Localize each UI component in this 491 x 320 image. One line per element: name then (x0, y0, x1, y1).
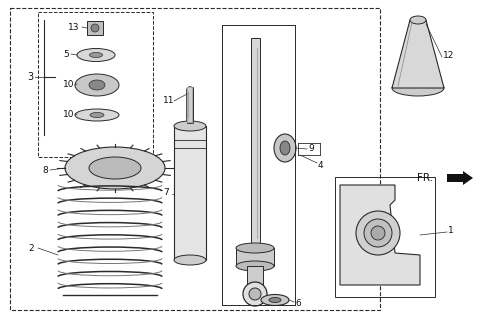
Text: 11: 11 (163, 95, 174, 105)
Text: 10: 10 (63, 79, 75, 89)
Text: 10: 10 (63, 109, 75, 118)
Ellipse shape (274, 134, 296, 162)
Ellipse shape (236, 261, 274, 271)
Text: 1: 1 (448, 226, 454, 235)
Polygon shape (392, 20, 444, 88)
Ellipse shape (261, 294, 289, 306)
Circle shape (91, 24, 99, 32)
Bar (174, 126, 206, 260)
Ellipse shape (75, 109, 119, 121)
Text: 3: 3 (27, 72, 33, 82)
Bar (335, 177, 435, 297)
Circle shape (249, 288, 261, 300)
Bar (10, 8, 380, 310)
Circle shape (371, 226, 385, 240)
Text: 13: 13 (68, 22, 80, 31)
Ellipse shape (89, 80, 105, 90)
Ellipse shape (89, 52, 103, 58)
Ellipse shape (392, 80, 444, 96)
Bar (236, 248, 274, 266)
Bar (251, 38, 260, 248)
Ellipse shape (77, 49, 115, 61)
Ellipse shape (174, 255, 206, 265)
FancyArrow shape (447, 171, 473, 185)
Circle shape (243, 282, 267, 306)
Bar (38, 12, 153, 157)
Ellipse shape (236, 243, 274, 253)
Circle shape (356, 211, 400, 255)
Ellipse shape (89, 157, 141, 179)
Bar (247, 266, 263, 286)
Ellipse shape (410, 16, 426, 24)
Ellipse shape (269, 298, 281, 302)
Text: 4: 4 (318, 161, 324, 170)
Text: FR.: FR. (417, 173, 433, 183)
Text: 8: 8 (42, 165, 48, 174)
Ellipse shape (65, 147, 165, 189)
Text: 12: 12 (443, 51, 454, 60)
Text: 7: 7 (163, 188, 169, 196)
Circle shape (364, 219, 392, 247)
Bar (87, 21, 103, 35)
Text: 2: 2 (28, 244, 33, 252)
Ellipse shape (75, 74, 119, 96)
Ellipse shape (90, 113, 104, 117)
Polygon shape (340, 185, 420, 285)
Text: 5: 5 (63, 50, 69, 59)
Ellipse shape (174, 121, 206, 131)
Text: 6: 6 (295, 299, 301, 308)
Text: 9: 9 (308, 143, 314, 153)
Ellipse shape (280, 141, 290, 155)
